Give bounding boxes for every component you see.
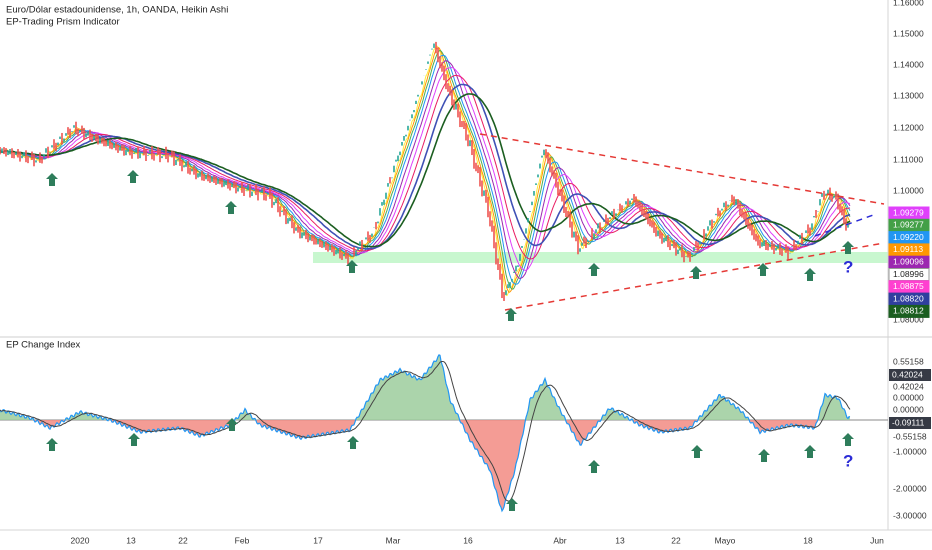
moving-average <box>0 83 851 250</box>
moving-average <box>0 60 851 280</box>
buy-arrow <box>690 266 702 279</box>
index-tag-label: -0.09111 <box>892 417 925 427</box>
price-label: 1.11000 <box>893 154 923 164</box>
price-label: 1.12000 <box>893 122 924 132</box>
price-label: 1.14000 <box>893 59 924 69</box>
index-label: -1.00000 <box>893 446 927 456</box>
price-tag-label: 1.09279 <box>893 207 924 217</box>
price-tag-label: 1.09096 <box>893 256 924 266</box>
buy-arrow <box>128 433 140 446</box>
index-label: 0.00000 <box>893 404 924 414</box>
trend-line-upper <box>479 133 885 205</box>
plots <box>0 41 851 513</box>
date-label: 17 <box>313 535 323 545</box>
index-label: 0.00000 <box>893 392 924 402</box>
price-tag <box>888 304 930 318</box>
indicator-title: EP-Trading Prism Indicator <box>6 17 120 28</box>
question-mark: ? <box>843 257 853 276</box>
buy-arrow <box>842 433 854 446</box>
buy-arrow <box>804 268 816 281</box>
buy-arrow <box>46 173 58 186</box>
buy-arrow <box>588 263 600 276</box>
date-label: 16 <box>463 535 473 545</box>
buy-arrow <box>505 308 517 321</box>
price-tag-label: 1.08812 <box>893 306 924 316</box>
date-label: Abr <box>553 535 566 545</box>
date-label: 18 <box>803 535 813 545</box>
price-tag-label: 1.08820 <box>893 293 924 303</box>
date-label: 13 <box>126 535 136 545</box>
moving-average <box>0 93 851 248</box>
buy-arrow <box>46 438 58 451</box>
price-label: 1.10000 <box>893 185 924 195</box>
index-label: -0.55158 <box>893 431 927 441</box>
oscillator-positive <box>0 354 850 420</box>
price-tag-label: 1.09220 <box>893 232 924 242</box>
price-tag-label: 1.09113 <box>893 244 923 254</box>
buy-arrow <box>757 263 769 276</box>
date-label: 2020 <box>71 535 90 545</box>
buy-arrow <box>127 170 139 183</box>
price-label: 1.13000 <box>893 90 924 100</box>
date-label: Feb <box>235 535 250 545</box>
buy-arrow <box>804 445 816 458</box>
index-tag-label: 0.42024 <box>892 369 923 379</box>
index-label: 0.42024 <box>893 381 924 391</box>
index-label: 0.55158 <box>893 356 924 366</box>
price-label: 1.16000 <box>893 0 924 7</box>
buy-arrow <box>506 498 518 511</box>
moving-average <box>0 67 851 271</box>
index-label: -2.00000 <box>893 483 927 493</box>
price-label: 1.08000 <box>893 314 924 324</box>
symbol-title: Euro/Dólar estadounidense, 1h, OANDA, He… <box>6 5 228 16</box>
price-tag-label: 1.09277 <box>893 220 924 230</box>
index-label: -3.00000 <box>893 510 927 520</box>
buy-arrow <box>588 460 600 473</box>
price-label: 1.15000 <box>893 28 924 38</box>
price-tag-label: 1.08875 <box>893 281 924 291</box>
moving-average <box>0 54 851 285</box>
date-label: Mayo <box>715 535 736 545</box>
support-zone <box>313 252 888 263</box>
question-mark: ? <box>843 451 853 470</box>
date-label: 13 <box>615 535 625 545</box>
index-tag <box>889 369 931 381</box>
date-label: 22 <box>671 535 681 545</box>
buy-arrow <box>842 241 854 254</box>
buy-arrow <box>346 260 358 273</box>
date-label: 22 <box>178 535 188 545</box>
oscillator-line <box>0 354 851 513</box>
buy-arrow <box>691 445 703 458</box>
buy-arrow <box>347 436 359 449</box>
date-label: Mar <box>386 535 401 545</box>
lower-pane-title: EP Change Index <box>6 340 81 351</box>
price-tag-label: 1.08996 <box>893 269 924 279</box>
date-label: Jun <box>870 535 884 545</box>
signal-line <box>0 361 851 502</box>
buy-arrow <box>225 201 237 214</box>
buy-arrow <box>758 449 770 462</box>
index-tag <box>889 417 931 429</box>
moving-average <box>0 74 851 260</box>
buy-arrow <box>226 418 238 431</box>
